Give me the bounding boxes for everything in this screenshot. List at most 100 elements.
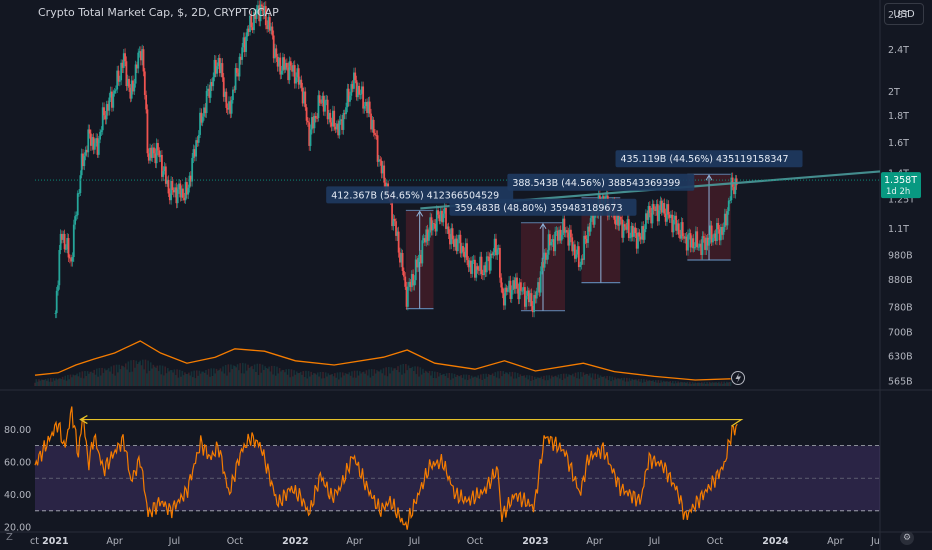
volume-bar [113,365,115,386]
candle-body [472,259,475,261]
candle-body [488,257,491,271]
volume-bar [666,381,669,386]
candle-body [481,274,484,276]
volume-bar [691,382,694,386]
volume-bar [503,373,506,386]
volume-bar [635,379,637,386]
volume-bar [511,371,514,386]
candle-body [638,232,641,237]
volume-bar [477,375,480,386]
rsi-pane: 80.00 60.00 40.00 20.00 [4,406,880,534]
volume-bar [218,369,220,386]
candle-body [337,123,340,136]
volume-bar [260,372,263,386]
settings-icon[interactable]: ⚙ [900,531,914,545]
candle-body [308,122,311,146]
candle-body [685,236,688,251]
candle-body [54,313,57,314]
volume-bar [502,371,505,386]
volume-bar [306,378,309,386]
candle-body [625,226,628,230]
candle-body [134,64,137,84]
candle-body [397,231,400,253]
candle-body [79,175,82,194]
volume-bar [612,380,615,386]
volume-bar [274,375,277,386]
candle-body [524,287,526,307]
volume-bar [697,382,699,386]
candle-body [188,175,191,188]
currency-button[interactable]: USD [884,3,924,25]
candle-body [635,233,638,249]
volume-bar [305,370,307,386]
candle-body [520,282,522,291]
volume-bar [374,373,377,386]
volume-bar [607,380,610,386]
candle-body [101,107,104,131]
candle-body [424,238,426,243]
volume-bar [423,372,426,386]
volume-bar [657,380,660,386]
volume-bar [356,370,359,386]
candle-body [560,234,563,241]
candle-body [368,101,371,114]
volume-bar [245,370,248,386]
candle-body [539,271,542,293]
candle-body [555,230,558,232]
candle-body [725,213,728,226]
volume-bar [527,379,529,386]
volume-bar [678,382,681,386]
volume-bar [560,373,562,386]
volume-bar [649,380,652,386]
volume-bar [436,372,439,386]
volume-bar [213,368,215,386]
volume-bar [694,382,697,386]
volume-bar [478,378,481,386]
volume-bar [170,370,173,386]
candle-body [149,147,151,161]
measure-label: 412.367B (54.65%) 412366504529 [331,190,499,201]
volume-bar [139,360,142,386]
candle-body [167,179,170,194]
candle-body [618,216,621,226]
candle-body [527,290,530,303]
candle-body [543,252,546,268]
volume-bar [343,375,345,386]
volume-bar [53,380,56,386]
volume-bar [61,376,64,386]
candle-body [466,243,468,261]
volume-bar [415,374,418,386]
volume-bar [273,365,276,386]
volume-bar [491,373,494,386]
candle-body [666,204,668,222]
volume-bar [385,367,387,386]
price-tick-label: 1.6T [888,138,909,149]
volume-bar [131,371,134,386]
volume-bar [714,382,716,386]
volume-bar [687,383,690,386]
volume-bar [455,376,457,386]
time-tick-label: 2022 [282,536,308,547]
volume-bar [505,372,507,386]
price-tick-label: 2.8T [888,10,909,21]
candle-body [667,204,670,215]
candle-body [249,15,251,32]
candle-body [287,67,290,81]
volume-bar [286,374,289,386]
volume-bar [615,379,618,386]
volume-bar [449,379,452,386]
candle-body [452,239,455,247]
timezone-toggle[interactable]: Z [6,532,13,543]
volume-bar [572,373,574,386]
volume-bar [418,376,420,386]
volume-bar [69,374,72,386]
candle-body [644,213,647,230]
volume-bar [391,370,394,386]
candle-body [284,62,287,70]
volume-bar [608,376,611,386]
volume-bar [708,381,711,386]
candle-body [221,63,224,78]
candle-body [143,71,146,95]
volume-bar [176,369,178,386]
